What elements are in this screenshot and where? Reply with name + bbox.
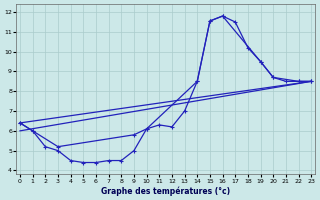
- X-axis label: Graphe des températures (°c): Graphe des températures (°c): [101, 186, 230, 196]
